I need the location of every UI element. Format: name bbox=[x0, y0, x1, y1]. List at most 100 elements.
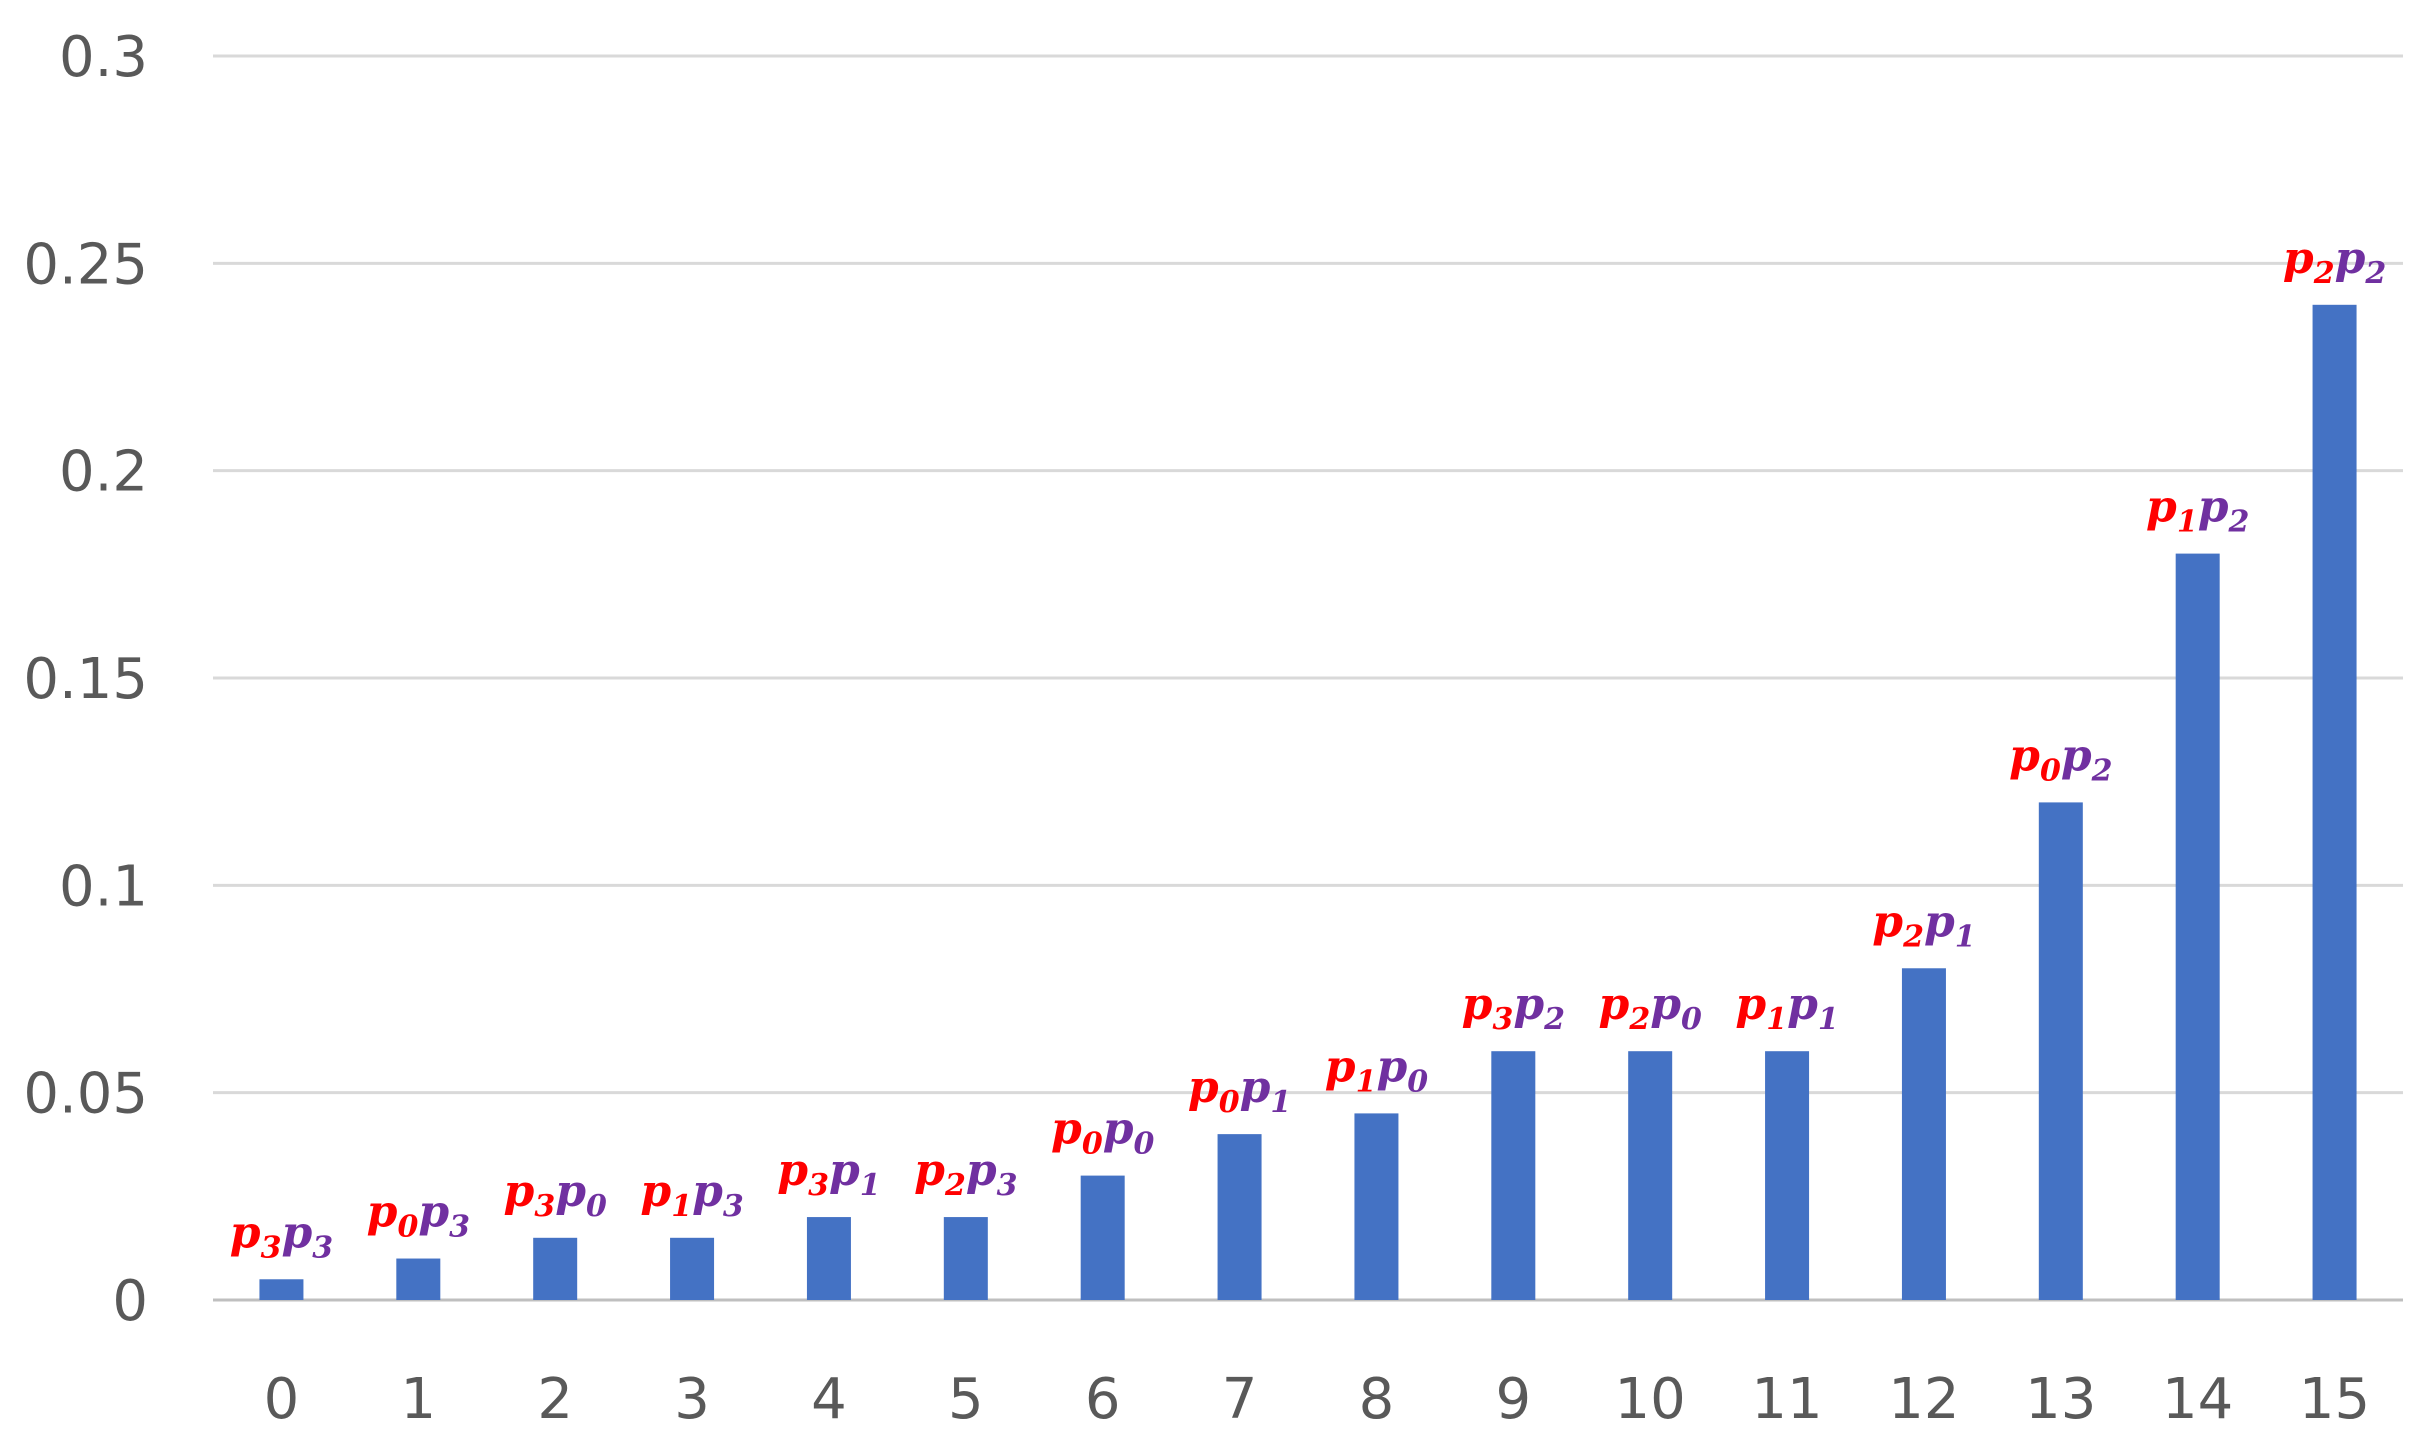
data-label-second-p: p bbox=[2335, 233, 2366, 284]
data-label: p3p3 bbox=[230, 1207, 333, 1265]
data-label-second-index: 1 bbox=[860, 1168, 881, 1203]
data-label-second-index: 2 bbox=[2227, 505, 2249, 540]
x-tick-label: 15 bbox=[2299, 1367, 2370, 1432]
data-label-second-index: 3 bbox=[723, 1189, 744, 1224]
bar bbox=[1080, 1175, 1125, 1300]
x-tick-label: 0 bbox=[264, 1367, 300, 1432]
data-label-first-p: p bbox=[1735, 979, 1766, 1030]
data-label: p3p2 bbox=[1462, 979, 1565, 1037]
data-label-second-p: p bbox=[1787, 979, 1818, 1030]
data-label-second-index: 3 bbox=[997, 1168, 1018, 1203]
data-label-second-p: p bbox=[1376, 1041, 1407, 1092]
data-label-first-index: 1 bbox=[1766, 1002, 1787, 1037]
data-label-second-index: 1 bbox=[1270, 1085, 1291, 1120]
data-label: p0p0 bbox=[1051, 1104, 1154, 1162]
data-label-first-index: 1 bbox=[1356, 1064, 1377, 1099]
data-label-first-index: 0 bbox=[1219, 1085, 1240, 1120]
data-label-first-index: 3 bbox=[534, 1189, 555, 1224]
bar bbox=[806, 1217, 851, 1300]
y-tick-label: 0.2 bbox=[59, 440, 148, 505]
y-tick-label: 0.25 bbox=[23, 232, 148, 297]
x-tick-label: 2 bbox=[537, 1367, 573, 1432]
data-label: p2p2 bbox=[2283, 233, 2386, 291]
data-label-first-p: p bbox=[640, 1166, 671, 1217]
x-tick-label: 4 bbox=[811, 1367, 847, 1432]
x-axis-ticks: 0 1 2 3 4 5 6 7 8 9 10 11 12 13 14 15 bbox=[264, 1367, 2371, 1432]
x-tick-label: 7 bbox=[1222, 1367, 1258, 1432]
bar bbox=[2312, 304, 2357, 1300]
x-tick-label: 8 bbox=[1359, 1367, 1395, 1432]
y-tick-label: 0.05 bbox=[23, 1062, 148, 1127]
data-label: p0p1 bbox=[1188, 1062, 1291, 1120]
data-label-first-p: p bbox=[2009, 730, 2040, 781]
data-label: p3p1 bbox=[777, 1145, 880, 1203]
data-label-first-index: 0 bbox=[2040, 753, 2061, 788]
data-label-first-index: 3 bbox=[261, 1230, 282, 1265]
data-label-second-index: 1 bbox=[1818, 1002, 1839, 1037]
data-label-first-index: 0 bbox=[1082, 1127, 1103, 1162]
bar bbox=[396, 1258, 441, 1300]
data-label-second-index: 2 bbox=[1543, 1002, 1565, 1037]
data-label-second-p: p bbox=[1103, 1104, 1134, 1155]
data-label-second-p: p bbox=[1650, 979, 1681, 1030]
bar bbox=[1491, 1051, 1536, 1300]
data-label-second-index: 3 bbox=[449, 1210, 470, 1245]
x-tick-label: 9 bbox=[1495, 1367, 1531, 1432]
data-label-second-p: p bbox=[281, 1207, 312, 1258]
data-label-first-p: p bbox=[2283, 233, 2314, 284]
data-label-second-p: p bbox=[692, 1166, 723, 1217]
data-label-first-index: 0 bbox=[397, 1210, 418, 1245]
bar bbox=[1628, 1051, 1673, 1300]
data-label: p1p0 bbox=[1325, 1041, 1428, 1099]
bars bbox=[259, 304, 2357, 1300]
data-label-first-p: p bbox=[1325, 1041, 1356, 1092]
data-label-first-p: p bbox=[777, 1145, 808, 1196]
data-label-second-p: p bbox=[1513, 979, 1544, 1030]
bar bbox=[943, 1217, 988, 1300]
data-label-first-p: p bbox=[1462, 979, 1493, 1030]
data-label: p1p2 bbox=[2146, 482, 2249, 540]
data-label-second-index: 3 bbox=[312, 1230, 333, 1265]
gridlines bbox=[213, 54, 2403, 1302]
x-tick-label: 13 bbox=[2025, 1367, 2096, 1432]
bar bbox=[1901, 968, 1946, 1300]
data-label-second-p: p bbox=[2061, 730, 2092, 781]
data-label-second-p: p bbox=[966, 1145, 997, 1196]
data-label-first-index: 2 bbox=[1628, 1002, 1650, 1037]
data-label: p1p1 bbox=[1735, 979, 1838, 1037]
data-label: p3p0 bbox=[504, 1166, 607, 1224]
data-label-second-p: p bbox=[418, 1187, 449, 1238]
data-label-first-p: p bbox=[1872, 896, 1903, 947]
data-label-first-p: p bbox=[504, 1166, 535, 1217]
data-label-second-index: 2 bbox=[2364, 256, 2386, 291]
bar bbox=[2175, 553, 2220, 1300]
bar bbox=[1765, 1051, 1810, 1300]
data-label: p0p3 bbox=[367, 1187, 470, 1245]
data-label-first-index: 3 bbox=[808, 1168, 829, 1203]
data-label-first-index: 2 bbox=[944, 1168, 966, 1203]
data-label-second-index: 0 bbox=[1407, 1064, 1428, 1099]
data-label-first-index: 1 bbox=[671, 1189, 692, 1224]
data-label: p2p0 bbox=[1599, 979, 1702, 1037]
data-label: p2p1 bbox=[1872, 896, 1975, 954]
data-label-second-index: 0 bbox=[586, 1189, 607, 1224]
x-tick-label: 5 bbox=[948, 1367, 984, 1432]
data-label-second-p: p bbox=[1924, 896, 1955, 947]
bar bbox=[670, 1237, 715, 1300]
data-label-first-index: 2 bbox=[1902, 919, 1924, 954]
y-tick-label: 0 bbox=[112, 1269, 148, 1334]
data-label-first-p: p bbox=[1599, 979, 1630, 1030]
data-label-first-index: 1 bbox=[2177, 505, 2198, 540]
x-tick-label: 12 bbox=[1888, 1367, 1959, 1432]
bar bbox=[259, 1279, 304, 1300]
data-label-second-index: 1 bbox=[1955, 919, 1976, 954]
y-tick-label: 0.15 bbox=[23, 647, 148, 712]
y-tick-label: 0.3 bbox=[59, 25, 148, 90]
data-label-first-index: 2 bbox=[2313, 256, 2335, 291]
bar bbox=[2038, 802, 2083, 1300]
x-tick-label: 11 bbox=[1751, 1367, 1822, 1432]
bar bbox=[533, 1237, 578, 1300]
data-label-first-p: p bbox=[1051, 1104, 1082, 1155]
